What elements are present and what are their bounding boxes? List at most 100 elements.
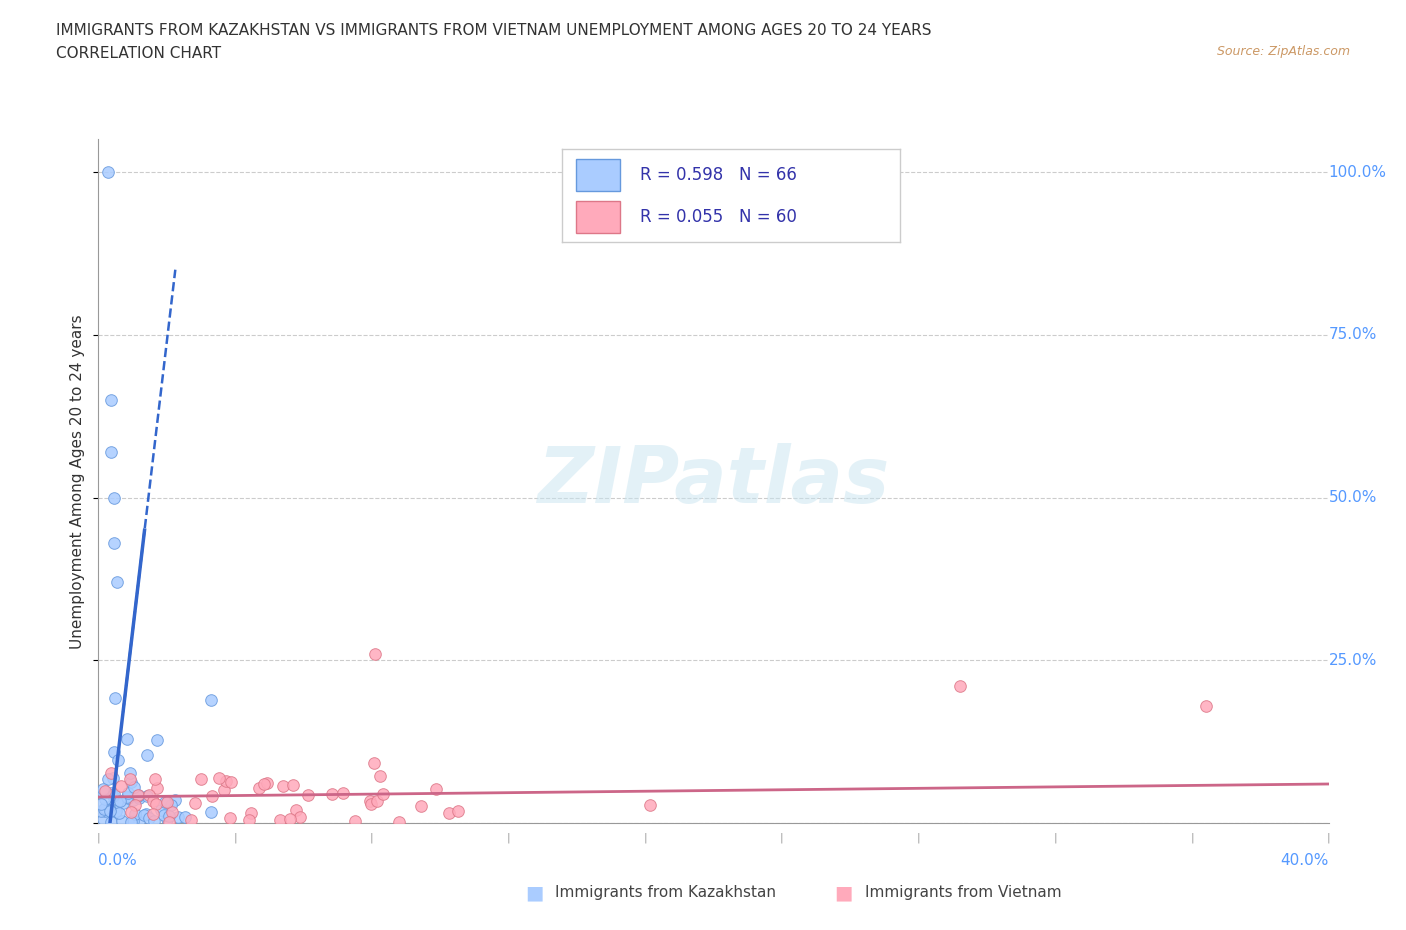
Point	[256, 776, 278, 790]
Point	[174, 832, 197, 846]
Point	[108, 805, 131, 820]
Point	[112, 795, 135, 810]
Text: |: |	[644, 832, 647, 843]
Point	[101, 770, 124, 785]
Point	[364, 646, 387, 661]
Point	[138, 788, 160, 803]
Point	[949, 679, 972, 694]
Point	[91, 812, 114, 827]
Text: 40.0%: 40.0%	[1281, 853, 1329, 868]
Text: |: |	[233, 832, 238, 843]
Point	[143, 814, 166, 829]
Text: 50.0%: 50.0%	[1329, 490, 1376, 505]
Point	[94, 835, 117, 850]
Point	[121, 792, 143, 807]
Point	[127, 788, 149, 803]
Point	[93, 782, 115, 797]
Point	[145, 796, 167, 811]
Point	[118, 771, 141, 786]
Point	[136, 747, 159, 762]
Y-axis label: Unemployment Among Ages 20 to 24 years: Unemployment Among Ages 20 to 24 years	[70, 314, 86, 648]
Text: |: |	[1327, 832, 1330, 843]
Point	[297, 787, 319, 802]
Text: |: |	[1053, 832, 1057, 843]
Point	[157, 815, 180, 830]
Text: ■: ■	[524, 884, 544, 902]
Point	[149, 803, 172, 817]
Point	[321, 787, 343, 802]
Point	[359, 793, 381, 808]
Point	[90, 804, 112, 818]
Point	[409, 798, 432, 813]
Point	[135, 806, 157, 821]
Text: |: |	[780, 832, 783, 843]
Point	[184, 796, 207, 811]
Point	[120, 766, 142, 781]
Point	[124, 797, 146, 812]
Point	[363, 755, 385, 770]
Point	[108, 793, 131, 808]
Point	[105, 575, 128, 590]
Point	[288, 810, 311, 825]
Point	[93, 802, 115, 817]
Point	[208, 771, 231, 786]
Point	[160, 798, 183, 813]
Point	[117, 785, 139, 800]
Point	[91, 786, 114, 801]
Point	[94, 801, 117, 816]
Point	[93, 791, 115, 806]
Point	[399, 829, 422, 844]
Point	[214, 774, 236, 789]
Point	[370, 768, 392, 783]
Point	[94, 804, 117, 818]
Point	[100, 445, 122, 459]
Point	[103, 536, 125, 551]
Point	[366, 793, 388, 808]
Text: IMMIGRANTS FROM KAZAKHSTAN VS IMMIGRANTS FROM VIETNAM UNEMPLOYMENT AMONG AGES 20: IMMIGRANTS FROM KAZAKHSTAN VS IMMIGRANTS…	[56, 23, 932, 38]
Point	[142, 806, 165, 821]
Point	[98, 802, 121, 817]
Point	[447, 804, 470, 818]
Point	[120, 805, 142, 820]
Point	[132, 807, 155, 822]
Point	[97, 771, 120, 786]
Point	[121, 814, 143, 829]
Point	[200, 693, 222, 708]
Point	[166, 810, 188, 825]
Point	[107, 753, 129, 768]
Text: |: |	[917, 832, 921, 843]
Point	[104, 804, 127, 818]
Point	[388, 815, 411, 830]
Point	[98, 800, 121, 815]
Point	[117, 790, 139, 805]
Point	[280, 812, 302, 827]
Point	[138, 810, 160, 825]
Text: Source: ZipAtlas.com: Source: ZipAtlas.com	[1216, 45, 1350, 58]
Point	[437, 805, 460, 820]
Point	[110, 778, 132, 793]
Point	[239, 805, 262, 820]
Point	[135, 789, 157, 804]
Point	[200, 804, 222, 819]
Point	[219, 811, 242, 826]
Point	[1195, 698, 1218, 713]
Text: |: |	[1189, 832, 1194, 843]
Point	[238, 813, 260, 828]
Point	[153, 794, 176, 809]
Point	[94, 784, 117, 799]
Point	[180, 812, 202, 827]
Point	[271, 779, 294, 794]
Text: 75.0%: 75.0%	[1329, 327, 1376, 342]
Point	[103, 745, 125, 760]
Point	[160, 804, 183, 819]
Point	[143, 772, 166, 787]
Text: 0.0%: 0.0%	[98, 853, 138, 868]
Text: ZIPatlas: ZIPatlas	[537, 444, 890, 519]
Point	[253, 777, 276, 791]
Point	[104, 690, 127, 705]
Point	[304, 842, 326, 857]
Text: 25.0%: 25.0%	[1329, 653, 1376, 668]
Text: ■: ■	[834, 884, 853, 902]
Point	[90, 797, 112, 812]
Point	[156, 795, 179, 810]
